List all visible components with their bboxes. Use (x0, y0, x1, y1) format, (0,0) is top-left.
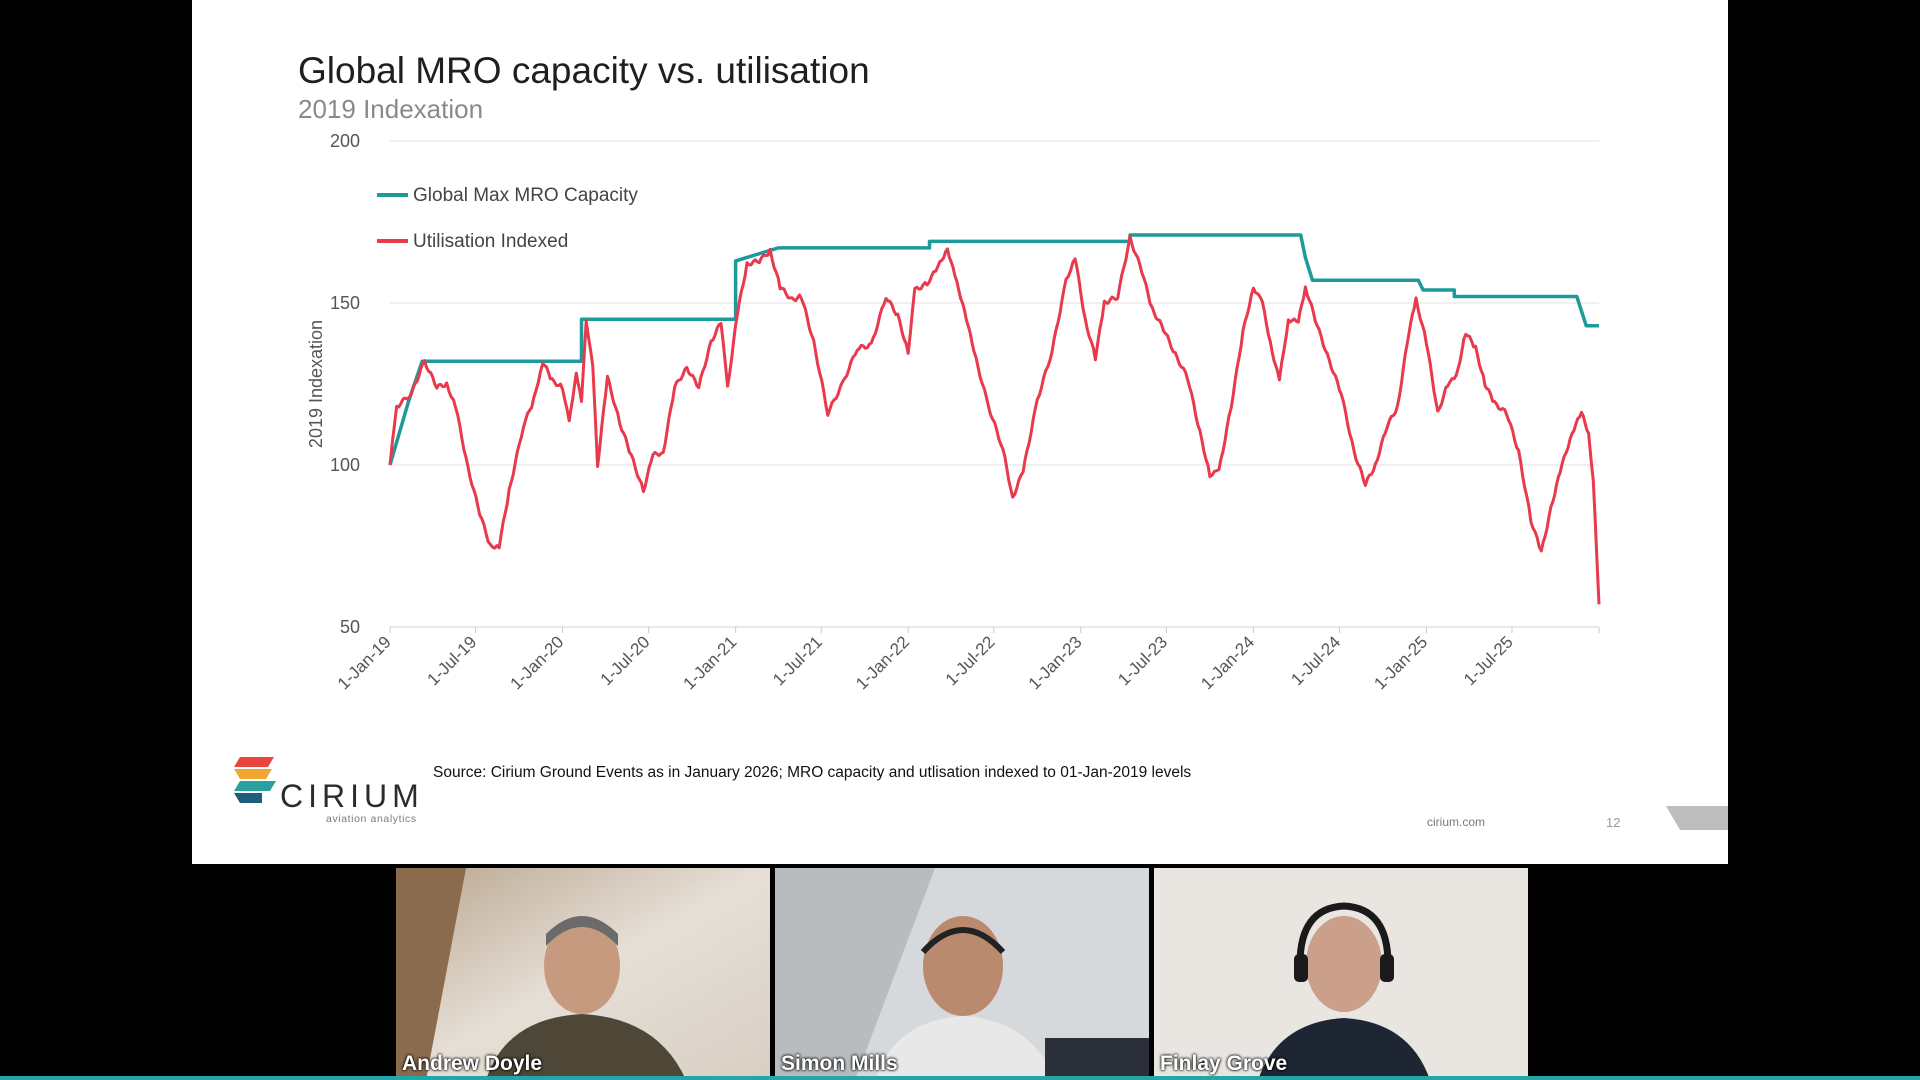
participant-video (396, 868, 770, 1080)
y-tick-label: 100 (330, 455, 360, 475)
x-tick-label: 1-Jan-25 (1370, 632, 1431, 693)
y-tick-label: 200 (330, 131, 360, 151)
presentation-slide: Global MRO capacity vs. utilisation 2019… (192, 0, 1728, 864)
footer-url: cirium.com (1427, 815, 1486, 829)
x-tick-label: 1-Jul-21 (769, 632, 826, 689)
page-number: 12 (1606, 815, 1621, 830)
participant-name: Finlay Grove (1160, 1052, 1288, 1075)
x-tick-label: 1-Jul-25 (1460, 632, 1517, 689)
legend-label: Utilisation Indexed (413, 231, 568, 252)
participant-name: Andrew Doyle (402, 1052, 543, 1075)
cirium-logo-icon (234, 757, 276, 803)
legend-label: Global Max MRO Capacity (413, 185, 638, 206)
window-bottom-strip (0, 1076, 1920, 1080)
participant-video (775, 868, 1149, 1080)
x-tick-label: 1-Jul-22 (942, 632, 999, 689)
series-line (388, 234, 1601, 605)
x-tick-label: 1-Jul-24 (1287, 632, 1344, 689)
x-tick-label: 1-Jul-20 (597, 632, 654, 689)
brand-tagline: aviation analytics (326, 813, 417, 825)
y-axis-label: 2019 Indexation (306, 320, 326, 448)
source-note: Source: Cirium Ground Events as in Janua… (433, 764, 1192, 781)
participant-video (1154, 868, 1528, 1080)
slide-title: Global MRO capacity vs. utilisation (298, 50, 870, 91)
participant-tile-active-speaker[interactable]: Finlay Grove (1154, 868, 1528, 1080)
slide-subtitle: 2019 Indexation (298, 94, 484, 124)
x-tick-label: 1-Jul-23 (1114, 632, 1171, 689)
x-tick-label: 1-Jul-19 (424, 632, 481, 689)
x-tick-label: 1-Jan-23 (1025, 632, 1086, 693)
brand-wordmark: CIRIUM (280, 778, 424, 814)
x-tick-label: 1-Jan-22 (852, 632, 913, 693)
participant-tile[interactable]: Simon Mills (775, 868, 1149, 1080)
participant-tile[interactable]: Andrew Doyle (396, 868, 770, 1080)
series-line (388, 233, 1599, 466)
x-tick-label: 1-Jan-19 (334, 632, 395, 693)
participant-name: Simon Mills (781, 1052, 898, 1075)
x-tick-label: 1-Jan-20 (507, 632, 568, 693)
y-tick-label: 150 (330, 293, 360, 313)
y-tick-label: 50 (340, 617, 360, 637)
corner-decoration (1666, 806, 1728, 830)
line-chart: 200 150 100 501-Jan-19 1-Jul-19 1-Jan-20 1-Jul… (306, 131, 1601, 693)
x-tick-label: 1-Jan-24 (1197, 632, 1258, 693)
x-tick-label: 1-Jan-21 (680, 632, 741, 693)
